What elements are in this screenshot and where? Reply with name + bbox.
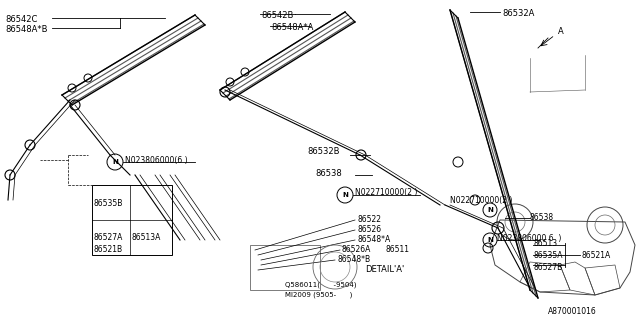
Bar (92, 185, 172, 255)
Text: 86522: 86522 (357, 215, 381, 225)
Text: 86548A*A: 86548A*A (271, 23, 314, 33)
Text: 86532A: 86532A (502, 10, 534, 19)
Text: DETAIL'A': DETAIL'A' (365, 266, 404, 275)
Bar (250, 245, 320, 290)
Text: 86521B: 86521B (94, 245, 123, 254)
Text: 86538: 86538 (530, 213, 554, 222)
Text: N023806000 6  ): N023806000 6 ) (497, 234, 561, 243)
Text: A: A (558, 28, 564, 36)
Text: 86548A*B: 86548A*B (5, 26, 47, 35)
Text: 86527A: 86527A (94, 233, 124, 242)
Text: 86526: 86526 (357, 226, 381, 235)
Text: N023806000(6 ): N023806000(6 ) (125, 156, 188, 164)
Text: 86542B: 86542B (261, 12, 293, 20)
Text: N: N (487, 237, 493, 243)
Text: MI2009 (9505-      ): MI2009 (9505- ) (285, 292, 353, 298)
Text: N: N (112, 159, 118, 165)
Text: 86521A: 86521A (581, 251, 611, 260)
Text: 86527B: 86527B (533, 262, 563, 271)
Text: A870001016: A870001016 (548, 308, 596, 316)
Text: N: N (487, 207, 493, 213)
Text: 86513: 86513 (533, 238, 557, 247)
Text: 86535B: 86535B (94, 198, 124, 207)
Text: Q586011(      -9504): Q586011( -9504) (285, 282, 356, 288)
Text: N022710000(2 ): N022710000(2 ) (450, 196, 513, 204)
Text: 86526A: 86526A (342, 245, 371, 254)
Text: 86542C: 86542C (5, 15, 37, 25)
Text: N022710000(2 ): N022710000(2 ) (355, 188, 417, 197)
Text: 86535A: 86535A (533, 251, 563, 260)
Text: N: N (342, 192, 348, 198)
Text: 86513A: 86513A (132, 233, 161, 242)
Text: 86548*B: 86548*B (337, 255, 370, 265)
Text: 86532B: 86532B (307, 148, 339, 156)
Text: 86548*A: 86548*A (357, 236, 390, 244)
Text: 86538: 86538 (315, 169, 342, 178)
Text: 86511: 86511 (385, 245, 409, 254)
